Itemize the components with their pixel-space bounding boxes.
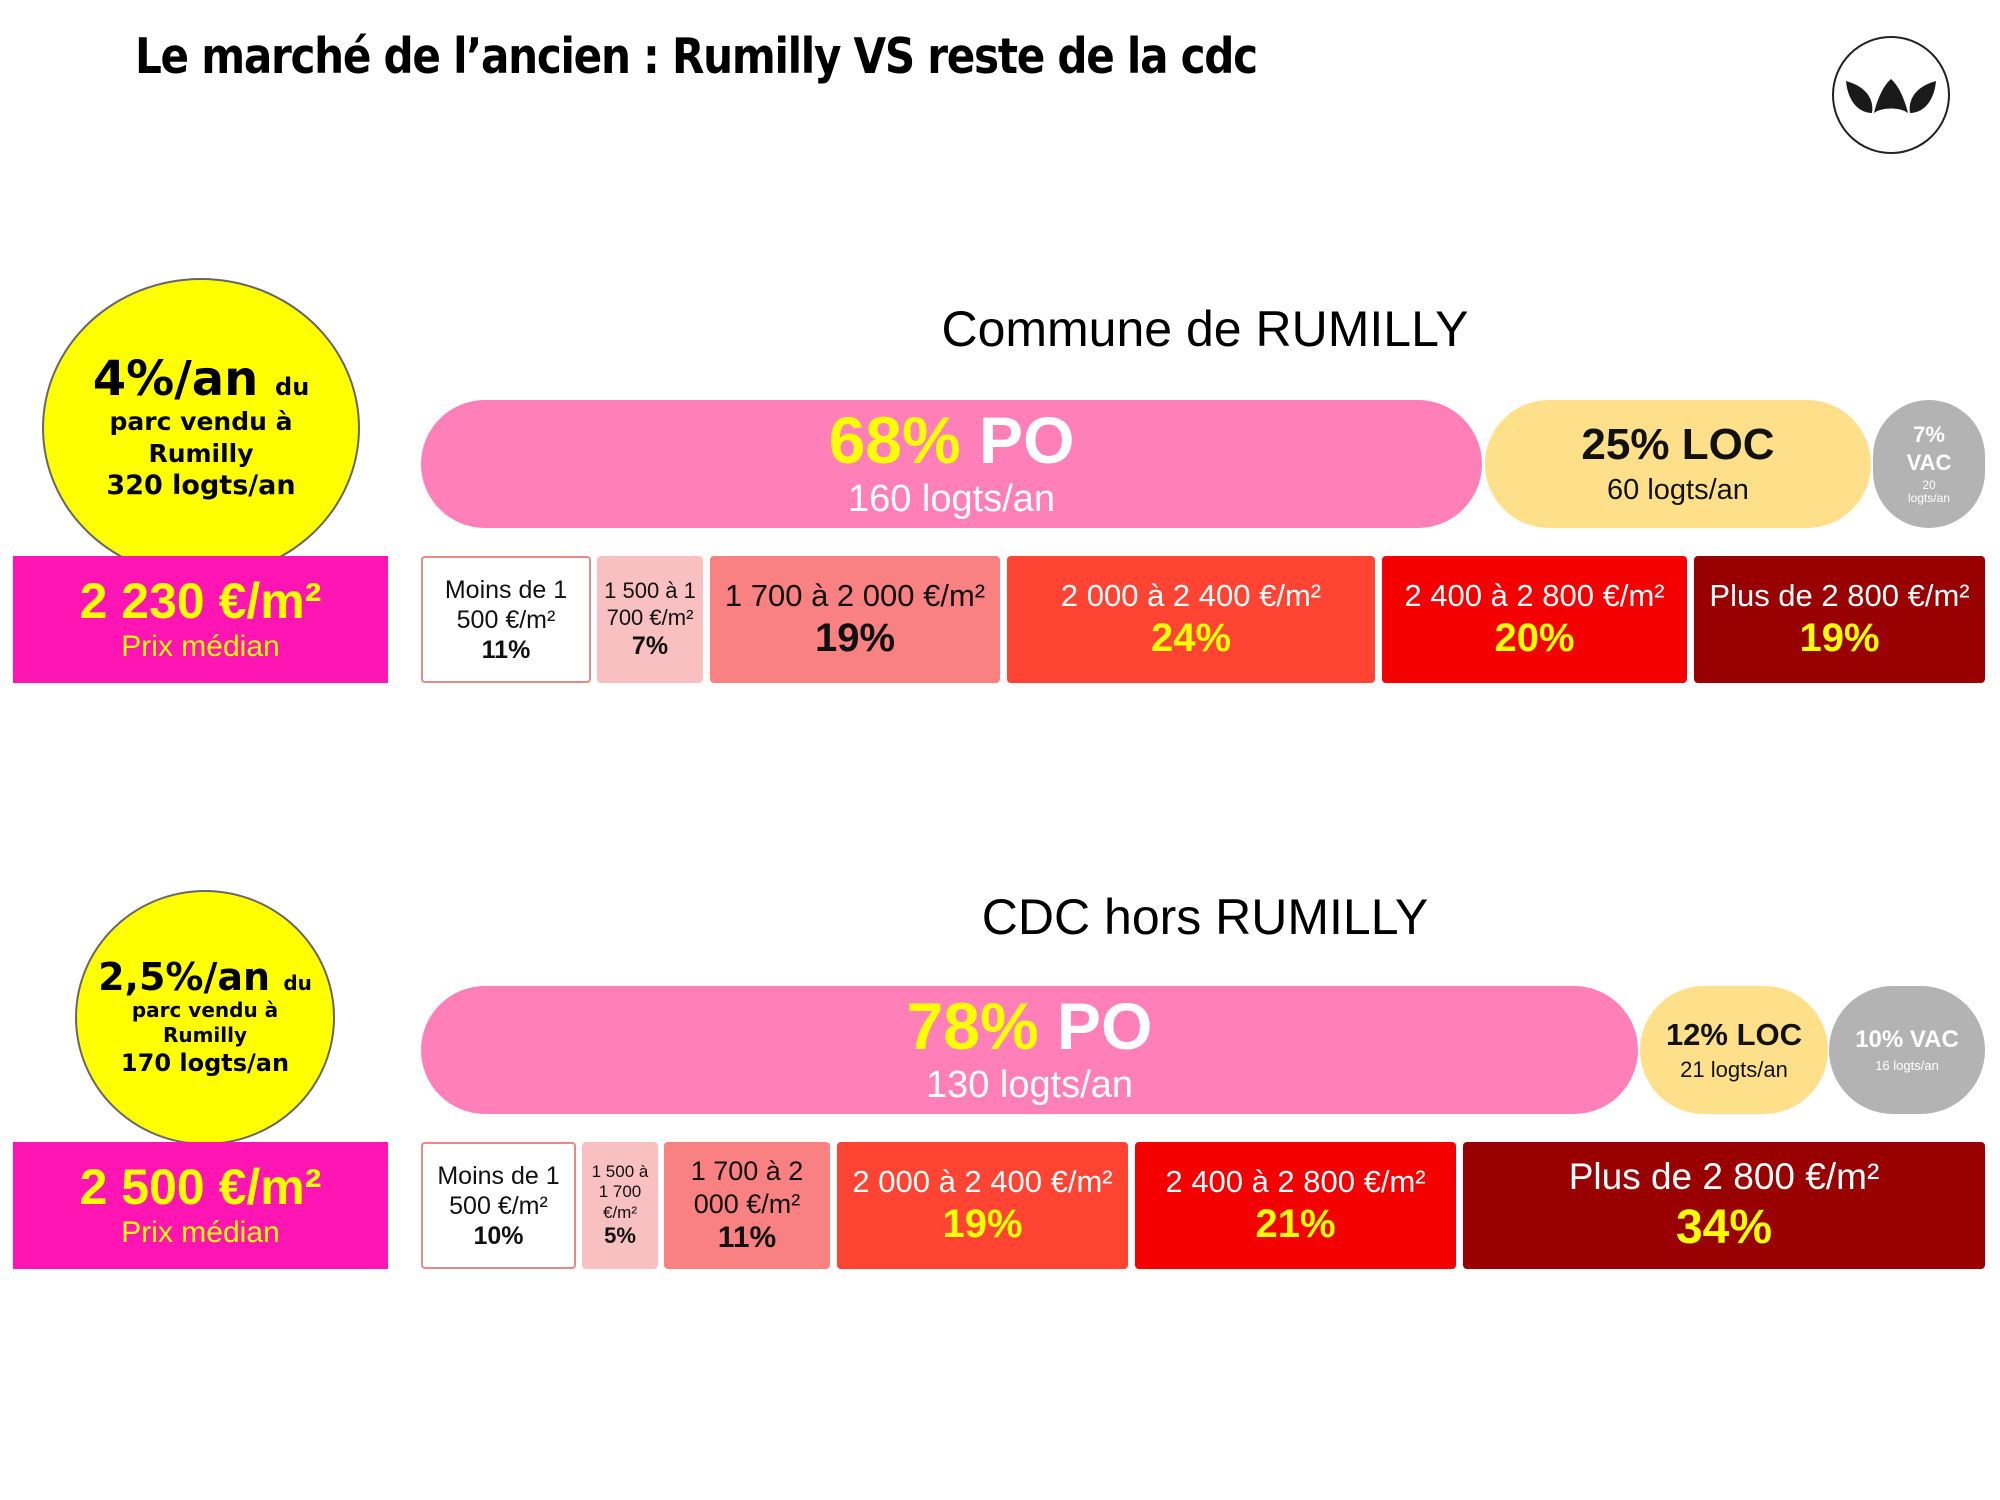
vacant-pct: 7% bbox=[1913, 421, 1945, 447]
price-band-pct: 19% bbox=[1799, 616, 1880, 661]
price-band-under-1500: Moins de 1 500 €/m² 11% bbox=[421, 556, 591, 683]
price-band-label: Plus de 2 800 €/m² bbox=[1709, 577, 1970, 613]
price-band-label: 1 700 à 2 000 €/m² bbox=[690, 1156, 804, 1219]
sales-rate-value: 4%/an bbox=[92, 351, 259, 408]
owner-occupier-label: PO bbox=[979, 403, 1075, 478]
median-price-box: 2 500 €/m² Prix médian bbox=[13, 1142, 388, 1269]
sales-rate-du: du bbox=[275, 373, 310, 402]
owner-occupier-count: 160 logts/an bbox=[847, 478, 1056, 521]
price-band-pct: 34% bbox=[1675, 1200, 1773, 1254]
median-price-value: 2 500 €/m² bbox=[79, 1159, 322, 1215]
median-price-box: 2 230 €/m² Prix médian bbox=[13, 556, 388, 683]
price-band-pct: 11% bbox=[481, 635, 531, 664]
price-band-label: 1 500 à 1 700 €/m² bbox=[591, 1161, 649, 1222]
median-price-value: 2 230 €/m² bbox=[79, 573, 322, 629]
price-band-2000-2400: 2 000 à 2 400 €/m² 24% bbox=[1007, 556, 1375, 683]
price-band-label: Moins de 1 500 €/m² bbox=[437, 1161, 560, 1220]
vacant-label: VAC bbox=[1906, 449, 1952, 475]
owner-occupier-pct: 68% bbox=[828, 403, 961, 478]
sales-rate-circle: 4%/an du parc vendu à Rumilly 320 logts/… bbox=[42, 278, 360, 578]
rental-pct: 25% LOC bbox=[1581, 419, 1775, 469]
page-title: Le marché de l’ancien : Rumilly VS reste… bbox=[135, 28, 1258, 85]
price-band-over-2800: Plus de 2 800 €/m² 19% bbox=[1694, 556, 1985, 683]
price-band-pct: 24% bbox=[1150, 616, 1232, 661]
owner-occupier-pct: 78% bbox=[906, 989, 1039, 1064]
sales-rate-line1: parc vendu à bbox=[109, 407, 293, 437]
vacant-bar: 7% VAC 20 logts/an bbox=[1873, 400, 1985, 528]
price-band-label: 1 500 à 1 700 €/m² bbox=[604, 578, 696, 630]
price-band-1700-2000: 1 700 à 2 000 €/m² 11% bbox=[664, 1142, 830, 1269]
vacant-count: 16 logts/an bbox=[1875, 1058, 1939, 1074]
sales-rate-line2: Rumilly bbox=[148, 438, 254, 468]
sales-rate-line3: 170 logts/an bbox=[120, 1049, 290, 1078]
owner-occupier-label: PO bbox=[1057, 989, 1153, 1064]
price-band-pct: 10% bbox=[473, 1221, 524, 1250]
owner-occupier-count: 130 logts/an bbox=[925, 1064, 1134, 1107]
rental-pct: 12% LOC bbox=[1665, 1016, 1803, 1052]
price-band-under-1500: Moins de 1 500 €/m² 10% bbox=[421, 1142, 576, 1269]
sales-rate-line1: parc vendu à bbox=[131, 998, 279, 1023]
price-band-label: Plus de 2 800 €/m² bbox=[1568, 1155, 1880, 1197]
price-band-pct: 20% bbox=[1494, 616, 1575, 661]
sales-rate-du: du bbox=[283, 970, 312, 995]
price-band-label: 2 400 à 2 800 €/m² bbox=[1404, 577, 1665, 613]
owner-occupier-bar: 68% PO 160 logts/an bbox=[421, 400, 1482, 528]
price-band-label: Moins de 1 500 €/m² bbox=[444, 575, 568, 634]
price-band-pct: 21% bbox=[1255, 1202, 1336, 1247]
price-band-pct: 7% bbox=[631, 631, 669, 660]
price-band-label: 1 700 à 2 000 €/m² bbox=[724, 577, 986, 613]
sales-rate-circle: 2,5%/an du parc vendu à Rumilly 170 logt… bbox=[75, 890, 335, 1145]
sales-rate-line2: Rumilly bbox=[162, 1023, 248, 1048]
section-title-cdc: CDC hors RUMILLY bbox=[981, 889, 1429, 945]
price-band-2400-2800: 2 400 à 2 800 €/m² 20% bbox=[1382, 556, 1687, 683]
price-band-pct: 5% bbox=[604, 1222, 636, 1248]
vacant-count-number: 20 bbox=[1922, 478, 1936, 492]
price-band-label: 2 000 à 2 400 €/m² bbox=[852, 1163, 1113, 1199]
sales-rate-value: 2,5%/an bbox=[98, 954, 271, 999]
brand-logo-icon bbox=[1846, 79, 1936, 113]
rental-bar: 25% LOC 60 logts/an bbox=[1485, 400, 1871, 528]
price-band-label: 2 000 à 2 400 €/m² bbox=[1060, 577, 1322, 613]
price-band-over-2800: Plus de 2 800 €/m² 34% bbox=[1463, 1142, 1985, 1269]
price-band-pct: 19% bbox=[814, 616, 896, 661]
vacant-pct: 10% VAC bbox=[1855, 1025, 1959, 1053]
sales-rate: 2,5%/an du bbox=[98, 954, 312, 999]
section-title-rumilly: Commune de RUMILLY bbox=[941, 301, 1469, 357]
price-band-2000-2400: 2 000 à 2 400 €/m² 19% bbox=[837, 1142, 1128, 1269]
brand-logo bbox=[1832, 36, 1950, 154]
price-band-label: 2 400 à 2 800 €/m² bbox=[1165, 1163, 1426, 1199]
median-price-label: Prix médian bbox=[121, 630, 280, 663]
sales-rate-line3: 320 logts/an bbox=[106, 469, 296, 501]
rental-count: 60 logts/an bbox=[1607, 474, 1749, 507]
rental-count: 21 logts/an bbox=[1680, 1056, 1788, 1082]
median-price-label: Prix médian bbox=[121, 1216, 280, 1249]
vacant-bar: 10% VAC 16 logts/an bbox=[1829, 986, 1985, 1114]
sales-rate: 4%/an du bbox=[93, 353, 310, 406]
price-band-1500-1700: 1 500 à 1 700 €/m² 5% bbox=[582, 1142, 658, 1269]
vacant-count-unit: logts/an bbox=[1907, 491, 1951, 506]
rental-bar: 12% LOC 21 logts/an bbox=[1640, 986, 1828, 1114]
price-band-1700-2000: 1 700 à 2 000 €/m² 19% bbox=[710, 556, 1000, 683]
price-band-pct: 19% bbox=[942, 1202, 1023, 1247]
price-band-2400-2800: 2 400 à 2 800 €/m² 21% bbox=[1135, 1142, 1456, 1269]
price-band-pct: 11% bbox=[717, 1220, 777, 1254]
price-band-1500-1700: 1 500 à 1 700 €/m² 7% bbox=[597, 556, 703, 683]
owner-occupier-bar: 78% PO 130 logts/an bbox=[421, 986, 1638, 1114]
